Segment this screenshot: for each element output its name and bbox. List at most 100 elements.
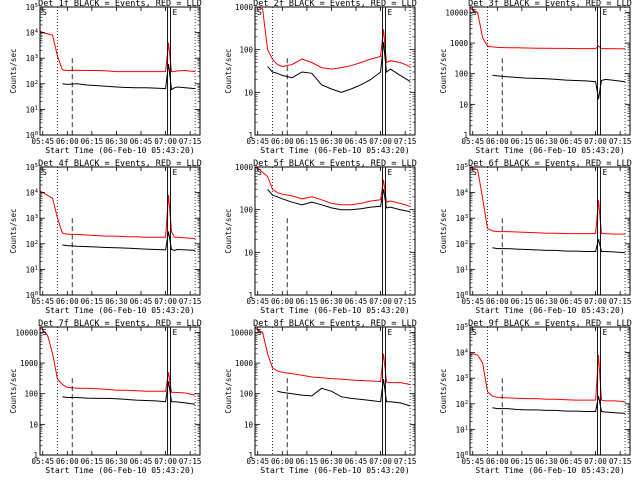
- y-tick-label: 1: [463, 131, 468, 140]
- x-tick-label: 07:00: [369, 297, 392, 306]
- series-lld-line: [469, 166, 626, 235]
- x-axis-label: Start Time (06-Feb-10 05:43:20): [45, 466, 194, 475]
- x-tick-label: 06:00: [271, 297, 294, 306]
- y-tick-label: 100: [26, 131, 38, 140]
- x-tick-label: 05:45: [461, 457, 484, 466]
- chart-title: Det 7f BLACK = Events, RED = LLD: [38, 319, 202, 329]
- plot-frame: [254, 166, 416, 296]
- y-tick-label: 102: [456, 240, 468, 249]
- corner-label-start: S: [472, 328, 477, 337]
- y-tick-label: 103: [26, 214, 38, 223]
- y-tick-label: 1000: [235, 3, 254, 12]
- x-tick-label: 05:45: [461, 137, 484, 146]
- y-tick-label: 1: [248, 451, 253, 460]
- y-tick-label: 1: [248, 291, 253, 300]
- y-tick-label: 100: [239, 390, 253, 399]
- plot-frame: [39, 166, 201, 296]
- x-tick-label: 06:15: [511, 297, 534, 306]
- x-tick-label: 05:45: [246, 297, 269, 306]
- x-tick-label: 06:00: [271, 457, 294, 466]
- x-axis-label: Start Time (06-Feb-10 05:43:20): [260, 306, 409, 315]
- y-tick-label: 100: [24, 390, 38, 399]
- y-tick-label: 100: [239, 46, 253, 55]
- x-axis-label: Start Time (06-Feb-10 05:43:20): [475, 306, 624, 315]
- x-tick-label: 06:15: [81, 297, 104, 306]
- x-tick-label: 06:00: [56, 297, 79, 306]
- x-tick-label: 07:15: [609, 137, 632, 146]
- corner-label-end: E: [388, 328, 393, 337]
- y-axis-label: Counts/sec: [224, 48, 233, 93]
- series-lld-line: [469, 353, 626, 403]
- x-tick-label: 06:30: [320, 457, 343, 466]
- x-axis-label: Start Time (06-Feb-10 05:43:20): [260, 466, 409, 475]
- series-events-line: [277, 379, 411, 407]
- y-tick-label: 101: [456, 265, 468, 274]
- x-tick-label: 06:45: [345, 457, 368, 466]
- y-tick-label: 10000: [15, 328, 38, 337]
- y-axis-label: Counts/sec: [9, 48, 18, 93]
- x-tick-label: 06:45: [560, 297, 583, 306]
- plot-frame: [469, 6, 631, 136]
- plot-frame: [39, 326, 201, 456]
- series-events-line: [62, 231, 196, 251]
- x-tick-label: 06:45: [130, 297, 153, 306]
- x-tick-label: 07:00: [369, 457, 392, 466]
- plot-frame: [39, 6, 201, 136]
- y-tick-label: 101: [26, 265, 38, 274]
- series-lld-line: [469, 6, 626, 50]
- y-tick-label: 100: [456, 291, 468, 300]
- x-tick-label: 07:00: [369, 137, 392, 146]
- interval-marker-box: [597, 6, 601, 136]
- y-tick-label: 1: [248, 131, 253, 140]
- plot-frame: [254, 326, 416, 456]
- x-tick-label: 05:45: [461, 297, 484, 306]
- corner-label-end: E: [173, 168, 178, 177]
- x-tick-label: 07:15: [609, 297, 632, 306]
- y-tick-label: 100: [239, 206, 253, 215]
- y-tick-label: 1000: [235, 163, 254, 172]
- plot-frame: [469, 326, 631, 456]
- x-axis-label: Start Time (06-Feb-10 05:43:20): [475, 466, 624, 475]
- x-tick-label: 06:30: [105, 457, 128, 466]
- x-tick-label: 05:45: [246, 137, 269, 146]
- chart-title: Det 9f BLACK = Events, RED = LLD: [468, 319, 632, 329]
- series-events-line: [492, 396, 626, 414]
- x-tick-label: 07:00: [154, 457, 177, 466]
- corner-label-end: E: [603, 328, 608, 337]
- x-tick-label: 06:15: [511, 137, 534, 146]
- y-tick-label: 100: [26, 291, 38, 300]
- y-tick-label: 10: [29, 420, 39, 429]
- corner-label-end: E: [173, 8, 178, 17]
- y-tick-label: 100: [454, 70, 468, 79]
- x-axis-label: Start Time (06-Feb-10 05:43:20): [45, 146, 194, 155]
- x-tick-label: 07:15: [394, 137, 417, 146]
- interval-marker-box: [167, 326, 171, 456]
- interval-marker-box: [382, 326, 386, 456]
- x-tick-label: 07:15: [609, 457, 632, 466]
- x-tick-label: 06:15: [511, 457, 534, 466]
- y-tick-label: 101: [456, 425, 468, 434]
- x-tick-label: 06:45: [560, 457, 583, 466]
- y-tick-label: 102: [26, 80, 38, 89]
- series-events-line: [62, 381, 196, 405]
- x-tick-label: 06:15: [296, 297, 319, 306]
- x-tick-label: 06:30: [105, 137, 128, 146]
- y-axis-label: Counts/sec: [9, 368, 18, 413]
- x-tick-label: 06:00: [56, 137, 79, 146]
- x-tick-label: 06:30: [320, 137, 343, 146]
- y-tick-label: 105: [26, 163, 38, 172]
- chart-title: Det 3f BLACK = Events, RED = LLD: [468, 0, 632, 9]
- y-tick-label: 104: [456, 189, 469, 198]
- y-tick-label: 101: [26, 105, 38, 114]
- x-tick-label: 05:45: [31, 297, 54, 306]
- y-axis-label: Counts/sec: [224, 368, 233, 413]
- y-tick-label: 102: [26, 240, 38, 249]
- y-tick-label: 103: [26, 54, 38, 63]
- y-tick-label: 10000: [445, 8, 468, 17]
- corner-label-end: E: [388, 8, 393, 17]
- x-tick-label: 06:45: [130, 457, 153, 466]
